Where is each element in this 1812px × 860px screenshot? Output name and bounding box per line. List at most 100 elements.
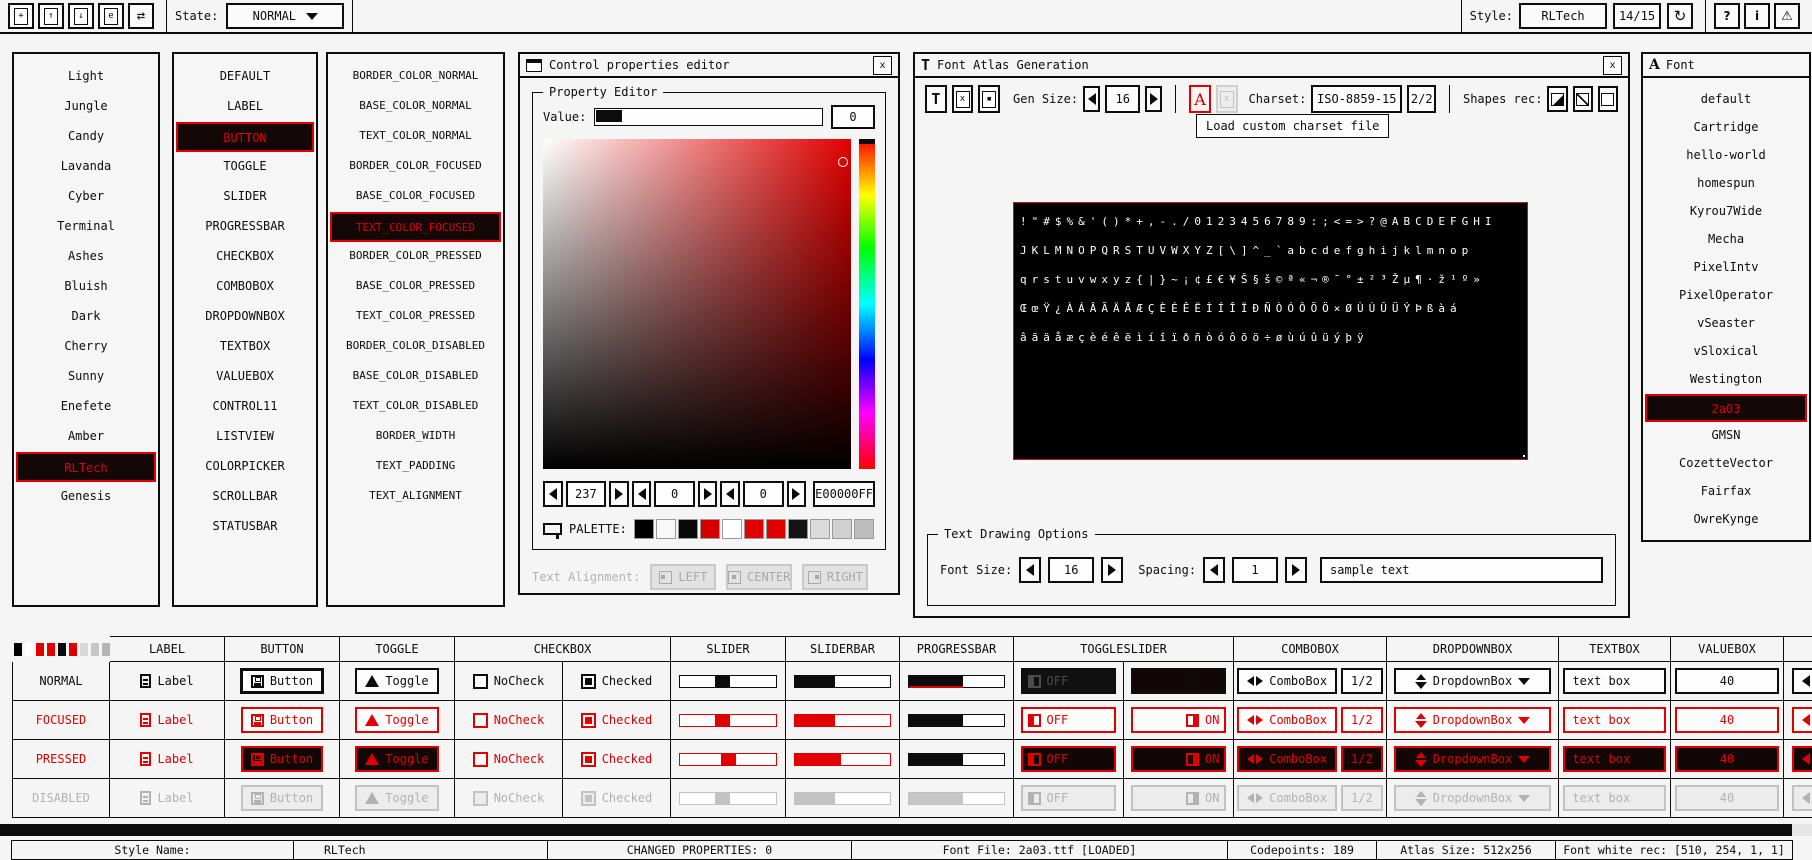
demo-checkbox-unchecked[interactable]: NoCheck [472,673,544,689]
demo-label[interactable]: Label [140,674,194,688]
hue-bar[interactable] [859,139,875,469]
demo-toggle[interactable]: Toggle [355,668,439,694]
demo-toggle[interactable]: Toggle [355,785,439,811]
font-list-item[interactable]: Cartridge [1693,120,1759,134]
palette-swatch[interactable] [831,519,852,539]
demo-combobox[interactable]: ComboBox [1237,785,1338,811]
theme-list-item[interactable]: Bluish [64,279,108,293]
palette-swatch[interactable] [677,519,698,539]
style-name-box[interactable]: RLTech [1519,3,1607,29]
demo-valuebox[interactable]: 40 [1675,668,1779,694]
palette-swatch[interactable] [765,519,786,539]
red-increment-button[interactable] [609,481,629,507]
font-list-item[interactable]: Mecha [1707,232,1745,246]
demo-combobox[interactable]: ComboBox [1237,668,1338,694]
property-list-item[interactable]: BASE_COLOR_NORMAL [359,99,472,112]
demo-checkbox-checked[interactable]: Checked [580,790,652,806]
control-list-item[interactable]: TOGGLE [223,159,267,173]
color-picker-cursor[interactable] [838,157,848,167]
property-list-item[interactable]: BORDER_WIDTH [375,429,456,442]
gen-size-value-box[interactable]: 16 [1105,85,1141,113]
palette-swatch[interactable] [721,519,742,539]
demo-sliderbar[interactable] [793,752,892,766]
export-style-button[interactable] [98,3,124,29]
font-list-item[interactable]: CozetteVector [1679,456,1773,470]
issue-button[interactable] [1774,3,1800,29]
demo-textbox[interactable]: text box [1563,785,1666,811]
unload-charset-button[interactable] [1215,85,1238,113]
shapes-rec-empty-button[interactable] [1597,86,1619,112]
font-atlas-preview[interactable]: !"#$%&'()*+,-./0123456789:;<=>?@ABCDEFGH… [1013,202,1528,460]
control-list-item[interactable]: TEXTBOX [219,339,271,353]
demo-button[interactable]: Button [240,785,324,811]
demo-checkbox-checked[interactable]: Checked [580,751,652,767]
theme-list-item[interactable]: Jungle [64,99,108,113]
demo-combobox-index[interactable]: 1/2 [1341,707,1383,733]
demo-toggleslider-on[interactable]: ON [1130,668,1227,694]
font-list-item[interactable]: OwreKynge [1693,512,1759,526]
theme-list-item[interactable]: Terminal [57,219,115,233]
property-list-item[interactable]: TEXT_COLOR_DISABLED [352,399,479,412]
demo-slider[interactable] [678,674,778,688]
palette-swatch[interactable] [699,519,720,539]
demo-checkbox-checked[interactable]: Checked [580,712,652,728]
spacing-increment-button[interactable] [1285,557,1308,583]
palette-swatch[interactable] [809,519,830,539]
demo-label[interactable]: Label [140,752,194,766]
spacing-value-box[interactable]: 1 [1232,557,1279,583]
demo-combobox-index[interactable]: 1/2 [1341,785,1383,811]
demo-combobox[interactable]: ComboBox [1237,746,1338,772]
demo-dropdownbox[interactable]: DropdownBox [1393,785,1552,811]
demo-checkbox-checked[interactable]: Checked [580,673,652,689]
demo-slider[interactable] [678,713,778,727]
theme-list-item[interactable]: Genesis [60,489,112,503]
green-value-box[interactable]: 0 [654,481,695,507]
value-slider-handle[interactable] [596,110,623,122]
demo-toggleslider-off[interactable]: OFF [1020,785,1117,811]
demo-dropdownbox[interactable]: DropdownBox [1393,668,1552,694]
font-text-button[interactable] [925,85,947,113]
demo-textbox[interactable]: text box [1563,668,1666,694]
demo-label[interactable]: Label [140,713,194,727]
control-list-item[interactable]: VALUEBOX [216,369,274,383]
charset-value-box[interactable]: ISO-8859-15 [1311,85,1403,113]
demo-toggle[interactable]: Toggle [355,707,439,733]
red-decrement-button[interactable] [543,481,563,507]
blue-decrement-button[interactable] [720,481,741,507]
slider-knob[interactable] [714,792,730,804]
palette-swatch[interactable] [633,519,654,539]
close-icon[interactable] [873,55,892,75]
property-list-item[interactable]: TEXT_COLOR_FOCUSED [330,212,501,242]
demo-button[interactable]: Button [240,707,324,733]
demo-toggle[interactable]: Toggle [355,746,439,772]
close-icon[interactable] [1603,55,1622,75]
control-list-item[interactable]: LABEL [226,99,264,113]
property-list-item[interactable]: BASE_COLOR_FOCUSED [355,189,476,202]
reload-style-button[interactable] [1667,3,1693,29]
align-center-button[interactable]: CENTER [726,564,793,590]
demo-valuebox[interactable]: 40 [1675,746,1779,772]
demo-toggleslider-off[interactable]: OFF [1020,668,1117,694]
red-value-box[interactable]: 237 [565,481,607,507]
demo-sliderbar[interactable] [793,713,892,727]
control-list-item[interactable]: CHECKBOX [216,249,274,263]
font-list-item[interactable]: Westington [1689,372,1763,386]
font-list-item[interactable]: vSeaster [1697,316,1755,330]
info-button[interactable] [1744,3,1770,29]
control-list-item[interactable]: CONTROL11 [212,399,278,413]
demo-dropdownbox[interactable]: DropdownBox [1393,746,1552,772]
sample-text-input[interactable]: sample text [1320,557,1603,583]
control-list-item[interactable]: DEFAULT [219,69,271,83]
font-list-item[interactable]: vSloxical [1693,344,1759,358]
property-list-item[interactable]: TEXT_PADDING [375,459,456,472]
demo-combobox-index[interactable]: 1/2 [1341,746,1383,772]
spacing-decrement-button[interactable] [1203,557,1226,583]
demo-sliderbar[interactable] [793,674,892,688]
new-style-button[interactable] [8,3,34,29]
slider-knob[interactable] [714,714,730,726]
control-list-item[interactable]: STATUSBAR [212,519,278,533]
state-dropdown[interactable]: NORMAL [226,3,345,29]
hex-value-box[interactable]: E00000FF [813,481,875,507]
control-list-item[interactable]: DROPDOWNBOX [205,309,285,323]
demo-checkbox-unchecked[interactable]: NoCheck [472,712,544,728]
